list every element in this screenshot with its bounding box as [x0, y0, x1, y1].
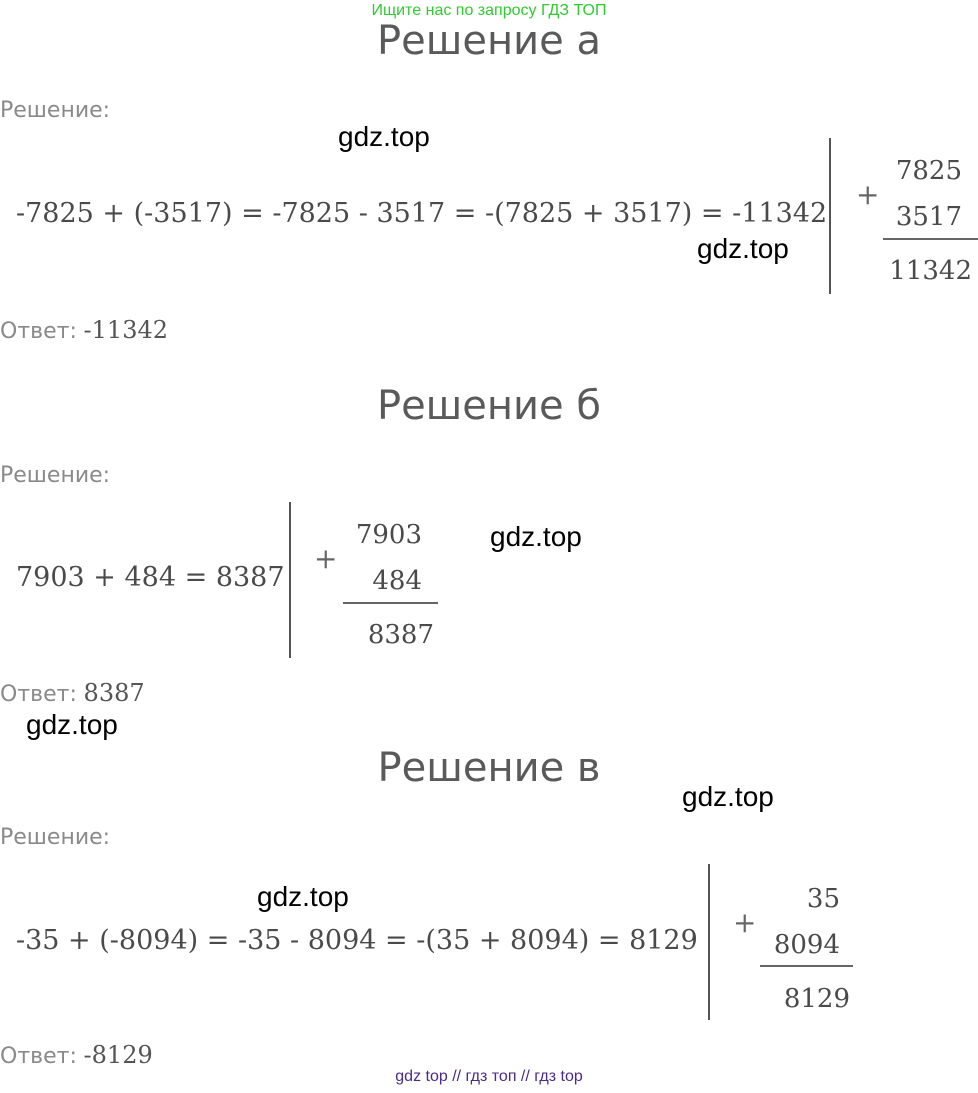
search-banner: Ищите нас по запросу ГДЗ ТОП — [371, 2, 607, 19]
footer-links: gdz top // гдз топ // гдз top — [395, 1068, 583, 1085]
section-b-sum-line — [343, 602, 438, 604]
watermark-text: gdz.top — [26, 709, 118, 740]
watermark-text: gdz.top — [338, 121, 430, 152]
answer-label: Ответ: — [0, 319, 77, 344]
section-a-label: Решение: — [0, 98, 111, 123]
section-a-top-operand: 7825 — [895, 156, 962, 186]
section-b-plus-sign: + — [314, 542, 338, 575]
section-a-separator — [829, 138, 831, 294]
section-a-sum-line — [883, 238, 978, 240]
watermark-text: gdz.top — [257, 881, 349, 912]
section-a-heading: Решение а — [377, 18, 601, 64]
answer-value: -11342 — [83, 316, 169, 344]
section-b-heading: Решение б — [376, 383, 602, 429]
section-c-result: 8129 — [783, 984, 850, 1014]
section-c-answer: Ответ: -8129 — [0, 1041, 153, 1070]
watermark-text: gdz.top — [697, 233, 789, 264]
section-a-answer: Ответ: -11342 — [0, 316, 168, 345]
section-b-label: Решение: — [0, 463, 111, 488]
answer-label: Ответ: — [0, 682, 77, 707]
section-a-equation: -7825 + (-3517) = -7825 - 3517 = -(7825 … — [16, 198, 828, 229]
watermark-text: gdz.top — [682, 781, 774, 812]
section-a-plus-sign: + — [856, 178, 880, 211]
section-c-bottom-operand: 8094 — [773, 930, 840, 960]
section-b-top-operand: 7903 — [355, 520, 422, 550]
section-c-plus-sign: + — [733, 906, 757, 939]
section-b-equation: 7903 + 484 = 8387 — [16, 562, 285, 593]
answer-label: Ответ: — [0, 1044, 77, 1069]
section-c-heading: Решение в — [377, 745, 601, 791]
watermark-text: gdz.top — [490, 521, 582, 552]
answer-value: 8387 — [83, 679, 145, 707]
section-b-answer: Ответ: 8387 — [0, 679, 145, 708]
section-c-label: Решение: — [0, 825, 111, 850]
section-c-separator — [708, 864, 710, 1020]
section-a-result: 11342 — [889, 256, 972, 286]
section-c-sum-line — [760, 965, 853, 967]
section-b-bottom-operand: 484 — [372, 566, 422, 596]
section-b-result: 8387 — [367, 620, 434, 650]
section-a-bottom-operand: 3517 — [895, 202, 962, 232]
section-b-separator — [289, 502, 291, 658]
section-c-equation: -35 + (-8094) = -35 - 8094 = -(35 + 8094… — [16, 925, 698, 956]
answer-value: -8129 — [83, 1041, 153, 1069]
section-c-top-operand: 35 — [806, 884, 840, 914]
